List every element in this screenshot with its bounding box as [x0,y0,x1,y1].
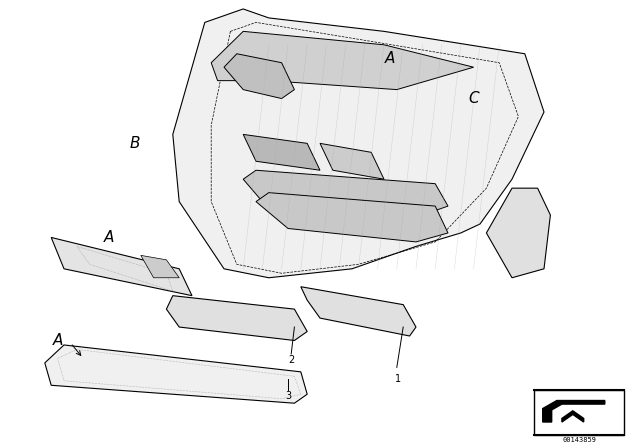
Polygon shape [211,31,474,90]
Polygon shape [51,237,192,296]
Polygon shape [173,9,544,278]
Polygon shape [562,411,584,422]
Polygon shape [45,345,307,403]
Polygon shape [224,54,294,99]
Polygon shape [256,193,448,242]
Text: 2: 2 [288,355,294,365]
Text: 3: 3 [285,392,291,401]
Polygon shape [141,255,179,278]
Text: A: A [385,51,396,66]
Polygon shape [243,134,320,170]
Text: A: A [52,333,63,348]
Polygon shape [243,170,448,215]
Text: B: B [129,136,140,151]
Polygon shape [543,401,605,422]
Text: C: C [468,91,479,106]
FancyBboxPatch shape [534,390,624,435]
Text: A: A [104,230,114,245]
Polygon shape [320,143,384,179]
Polygon shape [486,188,550,278]
Text: 00143859: 00143859 [562,437,596,443]
Polygon shape [301,287,416,336]
Text: 1: 1 [395,374,401,383]
Polygon shape [166,296,307,340]
